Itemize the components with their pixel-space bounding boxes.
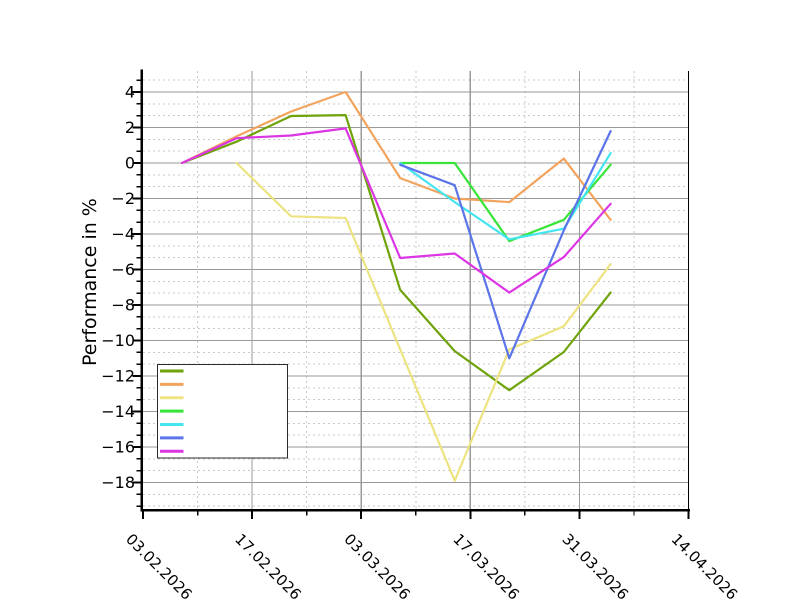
y-tick-label: −6 xyxy=(111,260,135,279)
x-tick-label: 03.03.2026 xyxy=(340,530,413,603)
series-7-magenta-line xyxy=(180,127,612,294)
y-tick-label: −14 xyxy=(101,402,135,421)
y-tick-label: 0 xyxy=(125,154,135,173)
y-tick-label: 4 xyxy=(125,83,135,102)
y-axis-title: Performance in % xyxy=(79,198,101,366)
series-1-olive-line xyxy=(180,113,612,392)
series-3-yellow-line xyxy=(235,161,612,482)
x-tick-label: 14.04.2026 xyxy=(668,530,741,603)
y-tick-label: 2 xyxy=(125,118,135,137)
series-2-orange-line xyxy=(180,90,612,221)
series-5-cyan-line xyxy=(399,152,612,241)
y-tick-label: −8 xyxy=(111,296,135,315)
y-tick-label: −16 xyxy=(101,438,135,457)
y-tick-label: −4 xyxy=(111,225,135,244)
y-tick-label: −10 xyxy=(101,331,135,350)
x-tick-label: 03.02.2026 xyxy=(122,530,195,603)
x-tick-label: 17.03.2026 xyxy=(449,530,522,603)
series-6-blue-line xyxy=(399,130,612,360)
y-tick-label: −2 xyxy=(111,189,135,208)
y-tick-label: −18 xyxy=(101,473,135,492)
x-tick-label: 17.02.2026 xyxy=(231,530,304,603)
y-tick-label: −12 xyxy=(101,367,135,386)
x-tick-label: 31.03.2026 xyxy=(559,530,632,603)
